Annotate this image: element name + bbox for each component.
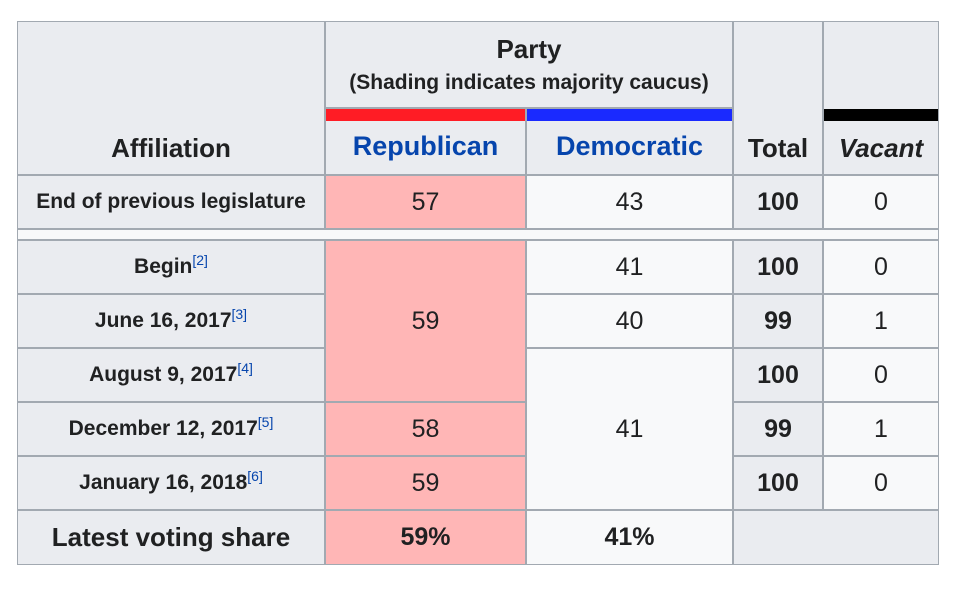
latest-empty bbox=[734, 511, 938, 564]
ref-link[interactable]: [4] bbox=[237, 360, 253, 376]
vacant-august: 0 bbox=[824, 349, 938, 401]
party-title: Party bbox=[496, 34, 562, 64]
democratic-link[interactable]: Democratic bbox=[555, 131, 704, 161]
affiliation-header: Affiliation bbox=[18, 22, 324, 174]
vacant-color-bar bbox=[824, 109, 938, 121]
republican-december: 58 bbox=[326, 403, 525, 455]
spacer-row bbox=[18, 230, 938, 239]
latest-label: Latest voting share bbox=[18, 511, 324, 564]
previous-label: End of previous legislature bbox=[18, 176, 324, 228]
democratic-merged-cell: 41 bbox=[527, 349, 732, 509]
row-label-january: January 16, 2018[6] bbox=[18, 457, 324, 509]
row-label-june: June 16, 2017[3] bbox=[18, 295, 324, 347]
party-header: Party (Shading indicates majority caucus… bbox=[326, 22, 732, 107]
democratic-begin: 41 bbox=[527, 241, 732, 293]
republican-merged-cell: 59 bbox=[326, 241, 525, 401]
democratic-color-bar bbox=[527, 109, 732, 121]
ref-link[interactable]: [6] bbox=[247, 468, 263, 484]
republican-link[interactable]: Republican bbox=[352, 131, 499, 161]
ref-link[interactable]: [2] bbox=[192, 252, 208, 268]
previous-vacant: 0 bbox=[824, 176, 938, 228]
ref-link[interactable]: [3] bbox=[231, 306, 248, 322]
total-december: 99 bbox=[734, 403, 822, 455]
total-august: 100 bbox=[734, 349, 822, 401]
previous-republican: 57 bbox=[326, 176, 525, 228]
total-header: Total bbox=[734, 22, 822, 174]
vacant-january: 0 bbox=[824, 457, 938, 509]
vacant-header: Vacant bbox=[824, 22, 938, 174]
vacant-begin: 0 bbox=[824, 241, 938, 293]
republican-color-bar bbox=[326, 109, 525, 121]
democratic-june: 40 bbox=[527, 295, 732, 347]
total-begin: 100 bbox=[734, 241, 822, 293]
previous-total: 100 bbox=[734, 176, 822, 228]
party-note: (Shading indicates majority caucus) bbox=[349, 71, 709, 94]
row-label-december: December 12, 2017[5] bbox=[18, 403, 324, 455]
senate-composition-table: Affiliation Party (Shading indicates maj… bbox=[17, 21, 939, 565]
total-january: 100 bbox=[734, 457, 822, 509]
vacant-december: 1 bbox=[824, 403, 938, 455]
previous-democratic: 43 bbox=[527, 176, 732, 228]
ref-link[interactable]: [5] bbox=[257, 414, 274, 430]
total-june: 99 bbox=[734, 295, 822, 347]
row-label-august: August 9, 2017[4] bbox=[18, 349, 324, 401]
vacant-june: 1 bbox=[824, 295, 938, 347]
republican-january: 59 bbox=[326, 457, 525, 509]
row-label-begin: Begin[2] bbox=[18, 241, 324, 293]
latest-democratic: 41% bbox=[527, 511, 732, 564]
latest-republican: 59% bbox=[326, 511, 525, 564]
